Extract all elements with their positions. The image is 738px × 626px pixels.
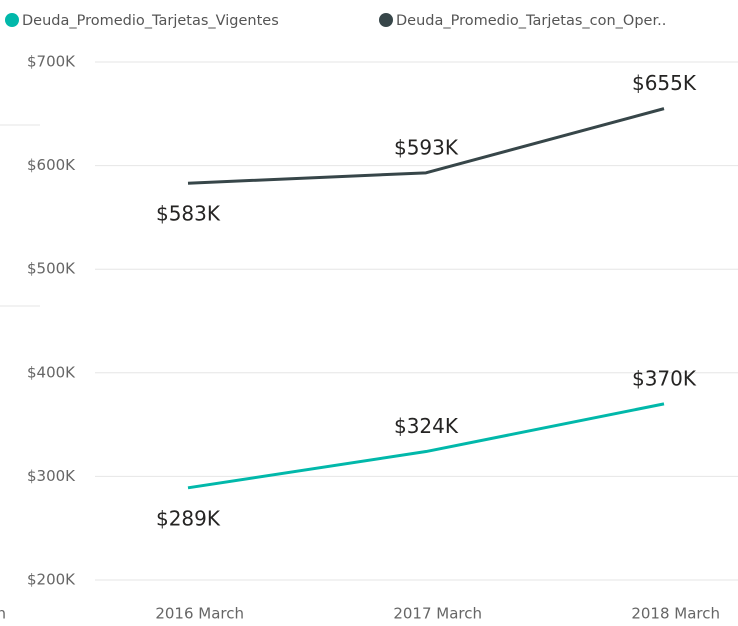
legend-label: Deuda_Promedio_Tarjetas_Vigentes <box>22 13 279 29</box>
line <box>187 107 665 185</box>
data-label: $583K <box>156 202 221 226</box>
legend-marker <box>5 13 19 27</box>
y-tick-label: $700K <box>27 53 76 71</box>
y-tick-label: $500K <box>27 260 76 278</box>
x-tick-label: 2016 March <box>155 605 244 623</box>
x-tick-label: 2017 March <box>393 605 482 623</box>
legend-marker <box>379 13 393 27</box>
data-label: $370K <box>632 366 697 390</box>
y-tick-label: $400K <box>27 363 76 381</box>
data-label: $289K <box>156 506 221 530</box>
y-tick-label: $300K <box>27 467 76 485</box>
y-tick-label: $200K <box>27 571 76 589</box>
data-label: $593K <box>394 135 459 159</box>
y-tick-label: $600K <box>27 156 76 174</box>
line <box>187 402 665 490</box>
data-label: $655K <box>632 71 697 95</box>
data-label: $324K <box>394 414 459 438</box>
x-tick-label: 2018 March <box>631 605 720 623</box>
legend-label: Deuda_Promedio_Tarjetas_con_Oper.. <box>396 13 666 29</box>
x-tick-label: rch <box>0 605 6 623</box>
